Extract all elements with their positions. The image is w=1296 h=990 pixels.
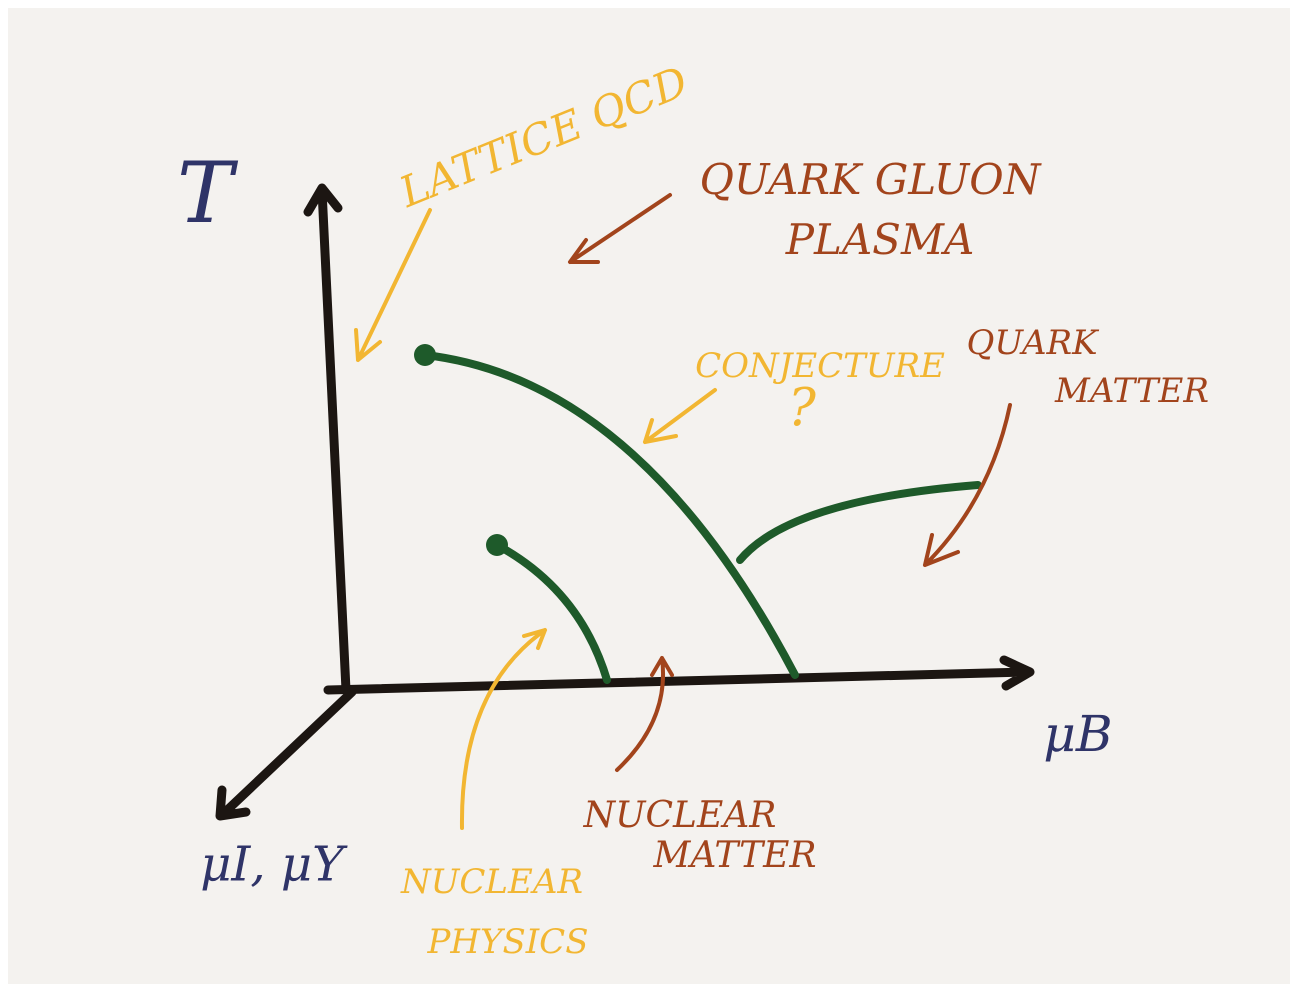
annotation: QUARK GLUON xyxy=(700,155,1042,204)
axis-label: T xyxy=(177,144,239,242)
annotation: PLASMA xyxy=(785,215,975,264)
mub-axis xyxy=(323,655,1035,695)
arrow xyxy=(643,388,717,444)
phase-line xyxy=(493,541,611,684)
axis-label: μI, μY xyxy=(200,837,348,893)
annotation: NUCLEAR xyxy=(400,862,583,902)
arrow xyxy=(354,208,432,362)
arrow xyxy=(459,628,547,830)
canvas xyxy=(8,8,1290,984)
arrow xyxy=(568,193,672,264)
annotation: ? xyxy=(788,379,817,439)
annotation: PHYSICS xyxy=(426,922,588,962)
annotation: MATTER xyxy=(653,835,817,876)
arrow xyxy=(615,656,674,772)
axis-label: μB xyxy=(1043,705,1112,763)
annotation: QUARK xyxy=(966,323,1100,363)
phase-line xyxy=(736,481,982,564)
annotation: NUCLEAR xyxy=(583,795,777,836)
annotation: CONJECTURE xyxy=(695,346,945,386)
critical-point xyxy=(486,534,508,556)
arrow xyxy=(923,403,1012,567)
critical-point xyxy=(414,344,436,366)
annotation: MATTER xyxy=(1054,371,1209,411)
phase-line xyxy=(421,351,799,679)
mui-axis xyxy=(215,687,357,821)
t-axis xyxy=(303,183,351,695)
